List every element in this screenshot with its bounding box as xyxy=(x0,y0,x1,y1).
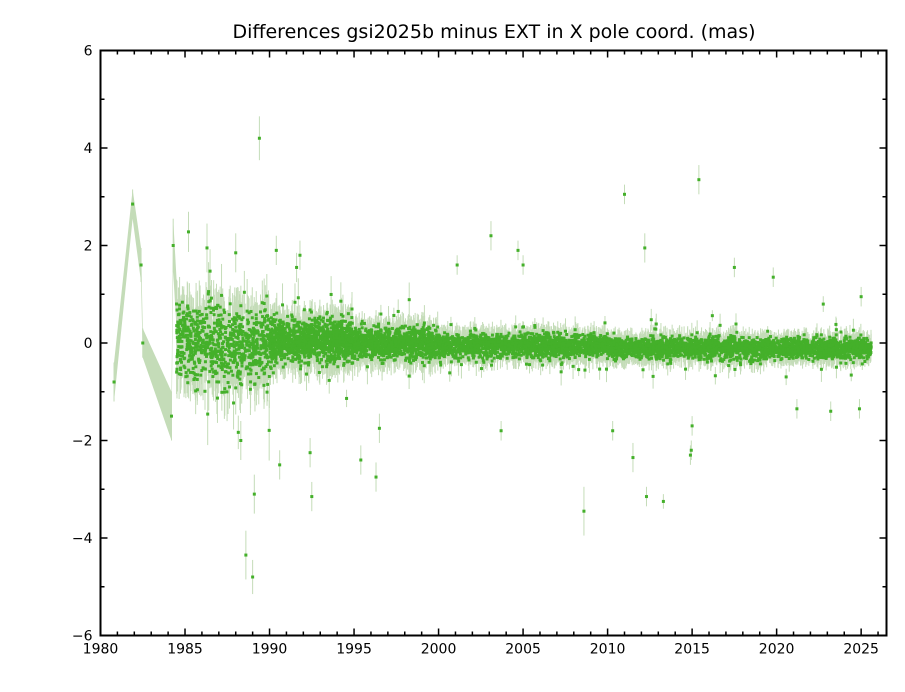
chart-title: Differences gsi2025b minus EXT in X pole… xyxy=(232,21,755,43)
early-error-band xyxy=(114,189,177,440)
